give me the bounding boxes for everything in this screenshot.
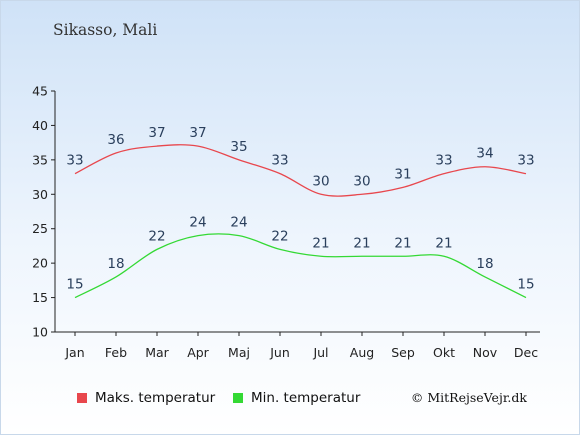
data-label-max-feb: 36: [107, 132, 124, 148]
data-label-min-jan: 15: [66, 277, 83, 293]
legend-min: Min. temperatur: [233, 390, 360, 406]
x-tick-label-mar: Mar: [145, 345, 169, 360]
data-label-max-sep: 31: [394, 166, 411, 182]
credit-text: © MitRejseVejr.dk: [410, 390, 527, 405]
x-tick-label-jul: Jul: [312, 345, 328, 360]
y-tick-label-30: 30: [32, 187, 48, 202]
data-label-min-jul: 21: [312, 235, 329, 251]
series-line-min: [74, 233, 527, 299]
legend-max-swatch: [77, 393, 87, 403]
y-tick-label-25: 25: [32, 221, 48, 236]
x-tick-label-okt: Okt: [433, 345, 455, 360]
legend-max: Maks. temperatur: [77, 390, 215, 406]
y-tick-label-40: 40: [32, 118, 48, 133]
data-label-min-apr: 24: [189, 215, 206, 231]
data-label-max-jan: 33: [66, 153, 83, 169]
data-label-min-mar: 22: [148, 228, 165, 244]
x-tick-label-apr: Apr: [187, 345, 209, 360]
x-tick-label-nov: Nov: [473, 345, 498, 360]
data-label-min-aug: 21: [353, 235, 370, 251]
legend-min-label: Min. temperatur: [251, 390, 361, 406]
data-label-max-maj: 35: [230, 139, 247, 155]
legend-max-label: Maks. temperatur: [95, 390, 216, 406]
x-tick-label-maj: Maj: [228, 345, 250, 360]
x-tick-label-sep: Sep: [391, 345, 415, 360]
series-line-max: [74, 144, 527, 197]
data-label-min-feb: 18: [107, 256, 124, 272]
location-title: Sikasso, Mali: [53, 21, 158, 39]
data-label-min-dec: 15: [517, 277, 534, 293]
x-tick-label-jan: Jan: [64, 345, 84, 360]
y-tick-label-20: 20: [32, 256, 48, 271]
data-label-max-okt: 33: [435, 153, 452, 169]
data-label-min-jun: 22: [271, 228, 288, 244]
data-label-min-maj: 24: [230, 215, 247, 231]
data-label-max-dec: 33: [517, 153, 534, 169]
data-label-max-apr: 37: [189, 125, 206, 141]
data-labels: 33 36 37 37 35 33 30 30 31 33 34 33 15 18 22 24 24 22 21 21…: [66, 125, 534, 292]
series-lines: [74, 144, 527, 299]
y-tick-label-35: 35: [32, 152, 48, 167]
data-label-min-nov: 18: [476, 256, 493, 272]
data-label-min-sep: 21: [394, 235, 411, 251]
x-tick-label-dec: Dec: [514, 345, 538, 360]
x-tick-label-jun: Jun: [269, 345, 290, 360]
legend-min-swatch: [233, 393, 243, 403]
y-tick-label-15: 15: [32, 290, 48, 305]
data-label-max-jun: 33: [271, 153, 288, 169]
x-tick-label-feb: Feb: [105, 345, 127, 360]
x-tick-label-aug: Aug: [350, 345, 374, 360]
data-label-max-jul: 30: [312, 173, 329, 189]
y-tick-label-45: 45: [32, 84, 48, 99]
data-label-max-nov: 34: [476, 146, 493, 162]
data-label-min-okt: 21: [435, 235, 452, 251]
axes: 10 15 20 25 30 35 40 45 Jan Feb Mar Apr Maj Jun Jul Aug…: [32, 84, 540, 360]
data-label-max-mar: 37: [148, 125, 165, 141]
data-label-max-aug: 30: [353, 173, 370, 189]
y-tick-label-10: 10: [32, 325, 48, 340]
